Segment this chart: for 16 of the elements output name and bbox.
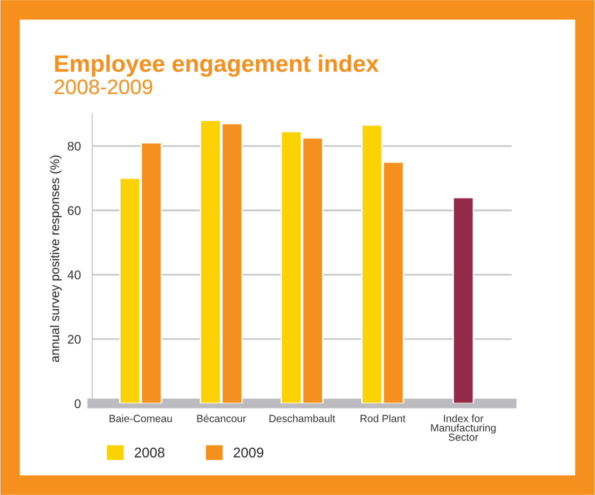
legend-label: 2009 <box>234 448 264 458</box>
y-tick-label: 20 <box>68 334 81 344</box>
x-tick-label: Baie-Comeau <box>110 414 172 422</box>
x-tick-label: Rod Plant <box>360 414 406 422</box>
chart-subtitle: 2008-2009 <box>54 80 152 94</box>
x-tick-label: Bécancour <box>197 414 246 422</box>
y-tick-label: 0 <box>74 399 81 408</box>
y-tick-label: 40 <box>68 270 81 280</box>
chart-title: Employee engagement index <box>55 54 379 77</box>
y-tick-label: 60 <box>68 206 81 216</box>
y-tick-label: 80 <box>68 142 81 151</box>
y-axis-title: annual survey positive responses (%) <box>50 156 62 362</box>
x-tick-label: Deschambault <box>270 414 336 422</box>
x-tick-label: Index for Manufacturing Sector <box>431 414 496 441</box>
legend-label: 2008 <box>134 448 164 458</box>
bar <box>452 196 474 404</box>
